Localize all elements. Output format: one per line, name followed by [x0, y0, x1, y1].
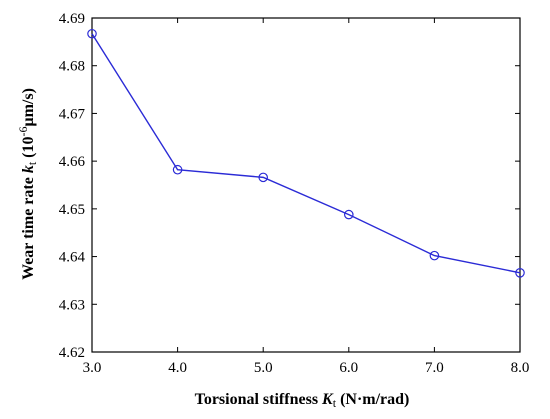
x-tick-label: 4.0: [168, 360, 187, 376]
y-tick-label: 4.68: [59, 59, 85, 75]
x-tick-label: 5.0: [254, 360, 273, 376]
x-axis-label: Torsional stiffness Kt (N·m/rad): [195, 391, 410, 410]
x-tick-label: 7.0: [425, 360, 444, 376]
data-point: [515, 267, 525, 278]
y-tick-label: 4.64: [59, 250, 86, 266]
y-tick-label: 4.69: [59, 11, 85, 27]
plot-frame: [91, 17, 521, 353]
y-tick-label: 4.67: [59, 106, 86, 122]
y-tick-label: 4.62: [59, 345, 85, 361]
series-line: [91, 33, 521, 274]
x-tick-label: 6.0: [339, 360, 358, 376]
y-tick-label: 4.65: [59, 202, 85, 218]
data-point: [172, 164, 183, 175]
data-point: [429, 250, 440, 261]
data-point: [343, 209, 354, 220]
x-tick-label: 3.0: [83, 360, 102, 376]
data-point: [258, 172, 268, 183]
y-tick-label: 4.66: [59, 154, 86, 170]
x-tick-label: 8.0: [511, 360, 530, 376]
y-tick-label: 4.63: [59, 297, 85, 313]
data-point: [87, 28, 97, 39]
y-axis-label: Wear time rate kt (10-6μm/s): [16, 88, 39, 280]
